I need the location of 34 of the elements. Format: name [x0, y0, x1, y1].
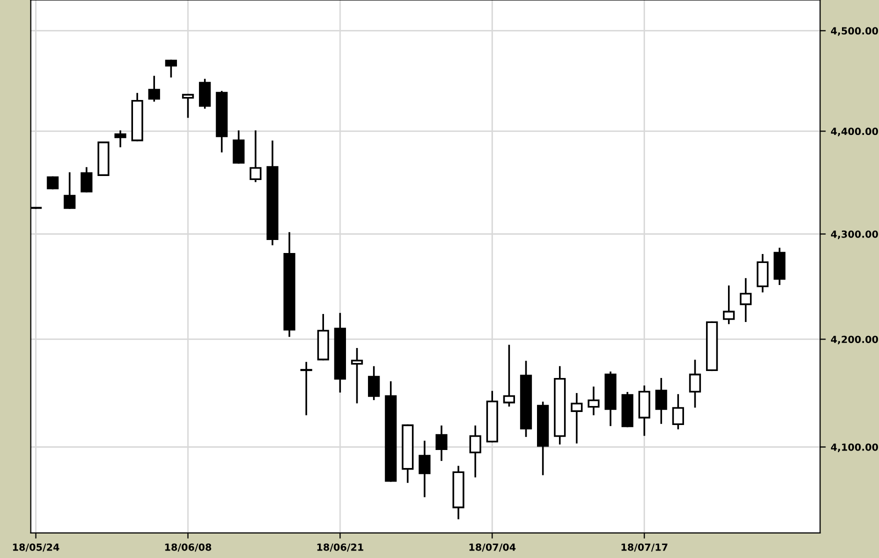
candlestick — [250, 130, 262, 182]
y-tick-label: 4,300.00 — [830, 230, 878, 240]
candlestick — [570, 393, 583, 444]
candlestick — [588, 386, 600, 416]
candlestick — [469, 425, 482, 478]
candlestick — [740, 278, 752, 322]
y-tick-label: 4,200.00 — [830, 336, 878, 344]
x-tick-label: 18/07/04 — [469, 543, 516, 552]
candlestick — [436, 425, 448, 461]
y-tick-label: 4,500.00 — [830, 27, 878, 36]
x-tick-label: 18/07/17 — [622, 543, 668, 552]
candlestick — [148, 76, 160, 102]
x-tick-label: 18/06/21 — [317, 543, 364, 552]
candlestick — [198, 78, 211, 109]
x-tick-label: 18/06/08 — [165, 543, 212, 552]
candlestick — [165, 60, 177, 78]
candlestick — [351, 348, 363, 404]
y-tick-label: 4,100.00 — [830, 443, 878, 452]
candlestick — [64, 172, 76, 209]
candlestick — [655, 378, 668, 424]
candlestick — [182, 94, 194, 118]
candlestick — [232, 130, 245, 164]
candlestick — [418, 440, 430, 498]
candlestick — [80, 167, 92, 192]
candlestick — [503, 344, 516, 407]
candlestick — [114, 130, 126, 148]
y-tick-label: 4,400.00 — [830, 128, 878, 136]
candlestick — [46, 176, 59, 190]
candlestick — [722, 285, 735, 324]
candlestick — [672, 394, 684, 430]
candlestick — [368, 366, 380, 400]
x-tick-label: 18/05/24 — [13, 543, 60, 552]
candlestick — [300, 362, 312, 416]
candlestick — [689, 360, 701, 408]
